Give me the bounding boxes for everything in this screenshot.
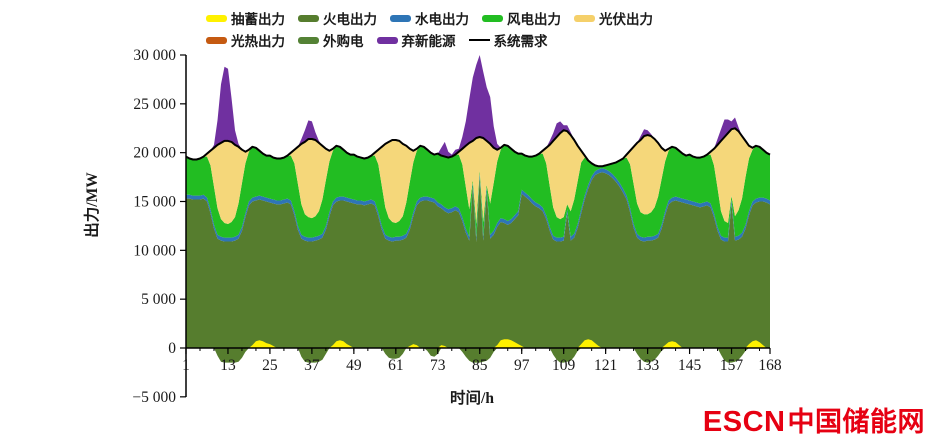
thermal-area — [186, 172, 770, 348]
legend-swatch-icon — [390, 14, 411, 22]
legend-swatch-icon — [206, 36, 227, 44]
y-tick-label: 0 — [168, 340, 176, 357]
x-tick-label: 157 — [720, 357, 744, 374]
y-axis-title: 出力/MW — [82, 172, 101, 238]
x-tick-label: 49 — [346, 357, 362, 374]
legend-swatch-icon — [482, 14, 503, 22]
y-tick-label: 30 000 — [133, 47, 176, 64]
y-tick-label: 5 000 — [141, 291, 176, 308]
x-tick-label: 61 — [388, 357, 404, 374]
x-tick-label: 97 — [514, 357, 530, 374]
legend-label: 抽蓄出力 — [231, 12, 285, 27]
pv-area — [186, 128, 770, 224]
legend-item: 光热出力 — [206, 30, 285, 50]
legend-row-2: 光热出力 外购电 弃新能源 系统需求 — [206, 30, 653, 50]
x-tick-label: 121 — [594, 357, 617, 374]
legend-item: 弃新能源 — [376, 30, 456, 50]
x-tick-label: 168 — [758, 357, 782, 374]
chart-legend: 抽蓄出力 火电出力 水电出力 风电出力 光伏出力光热出力 外购电 弃新能源 系统需求 — [206, 8, 653, 50]
x-tick-label: 133 — [636, 357, 660, 374]
legend-swatch-icon — [376, 36, 398, 44]
legend-swatch-icon — [298, 36, 319, 44]
legend-label: 火电出力 — [323, 12, 377, 27]
escn-logo: ESCN中国储能网 — [703, 408, 925, 437]
y-tick-label: −5 000 — [132, 389, 176, 406]
legend-item: 火电出力 — [298, 8, 377, 28]
x-tick-label: 1 — [182, 357, 190, 374]
y-tick-label: 20 000 — [133, 145, 176, 162]
x-tick-label: 145 — [678, 357, 702, 374]
demand-line — [185, 127, 771, 168]
logo-escn-text: ESCN — [702, 406, 786, 438]
legend-swatch-icon — [574, 14, 595, 22]
x-tick-label: 85 — [472, 357, 488, 374]
legend-label: 弃新能源 — [401, 34, 456, 49]
legend-label: 水电出力 — [415, 12, 469, 27]
x-axis-title: 时间/h — [450, 388, 494, 407]
pumped-storage-negative-area — [186, 348, 770, 363]
legend-item: 系统需求 — [468, 30, 548, 50]
legend-item: 抽蓄出力 — [206, 8, 285, 28]
x-tick-label: 25 — [262, 357, 278, 374]
y-tick-label: 25 000 — [133, 96, 176, 113]
x-tick-label: 73 — [430, 357, 446, 374]
x-tick-label: 37 — [304, 357, 320, 374]
legend-swatch-icon — [298, 14, 319, 22]
legend-label: 系统需求 — [493, 34, 548, 49]
x-tick-label: 109 — [552, 357, 576, 374]
legend-swatch-icon — [468, 38, 490, 42]
legend-swatch-icon — [206, 14, 227, 22]
legend-item: 风电出力 — [482, 8, 561, 28]
legend-item: 外购电 — [298, 30, 364, 50]
legend-label: 光伏出力 — [599, 12, 653, 27]
legend-label: 外购电 — [323, 34, 364, 49]
wind-area — [186, 144, 770, 238]
legend-item: 水电出力 — [390, 8, 469, 28]
y-tick-label: 15 000 — [133, 194, 176, 211]
legend-item: 光伏出力 — [574, 8, 653, 28]
logo-chinese-text: 中国储能网 — [787, 407, 925, 437]
legend-row-1: 抽蓄出力 火电出力 水电出力 风电出力 光伏出力 — [206, 8, 653, 28]
x-tick-label: 13 — [220, 357, 236, 374]
y-tick-label: 10 000 — [133, 242, 176, 259]
legend-label: 光热出力 — [231, 34, 285, 49]
legend-label: 风电出力 — [507, 12, 561, 27]
curtailed-area — [186, 55, 770, 167]
